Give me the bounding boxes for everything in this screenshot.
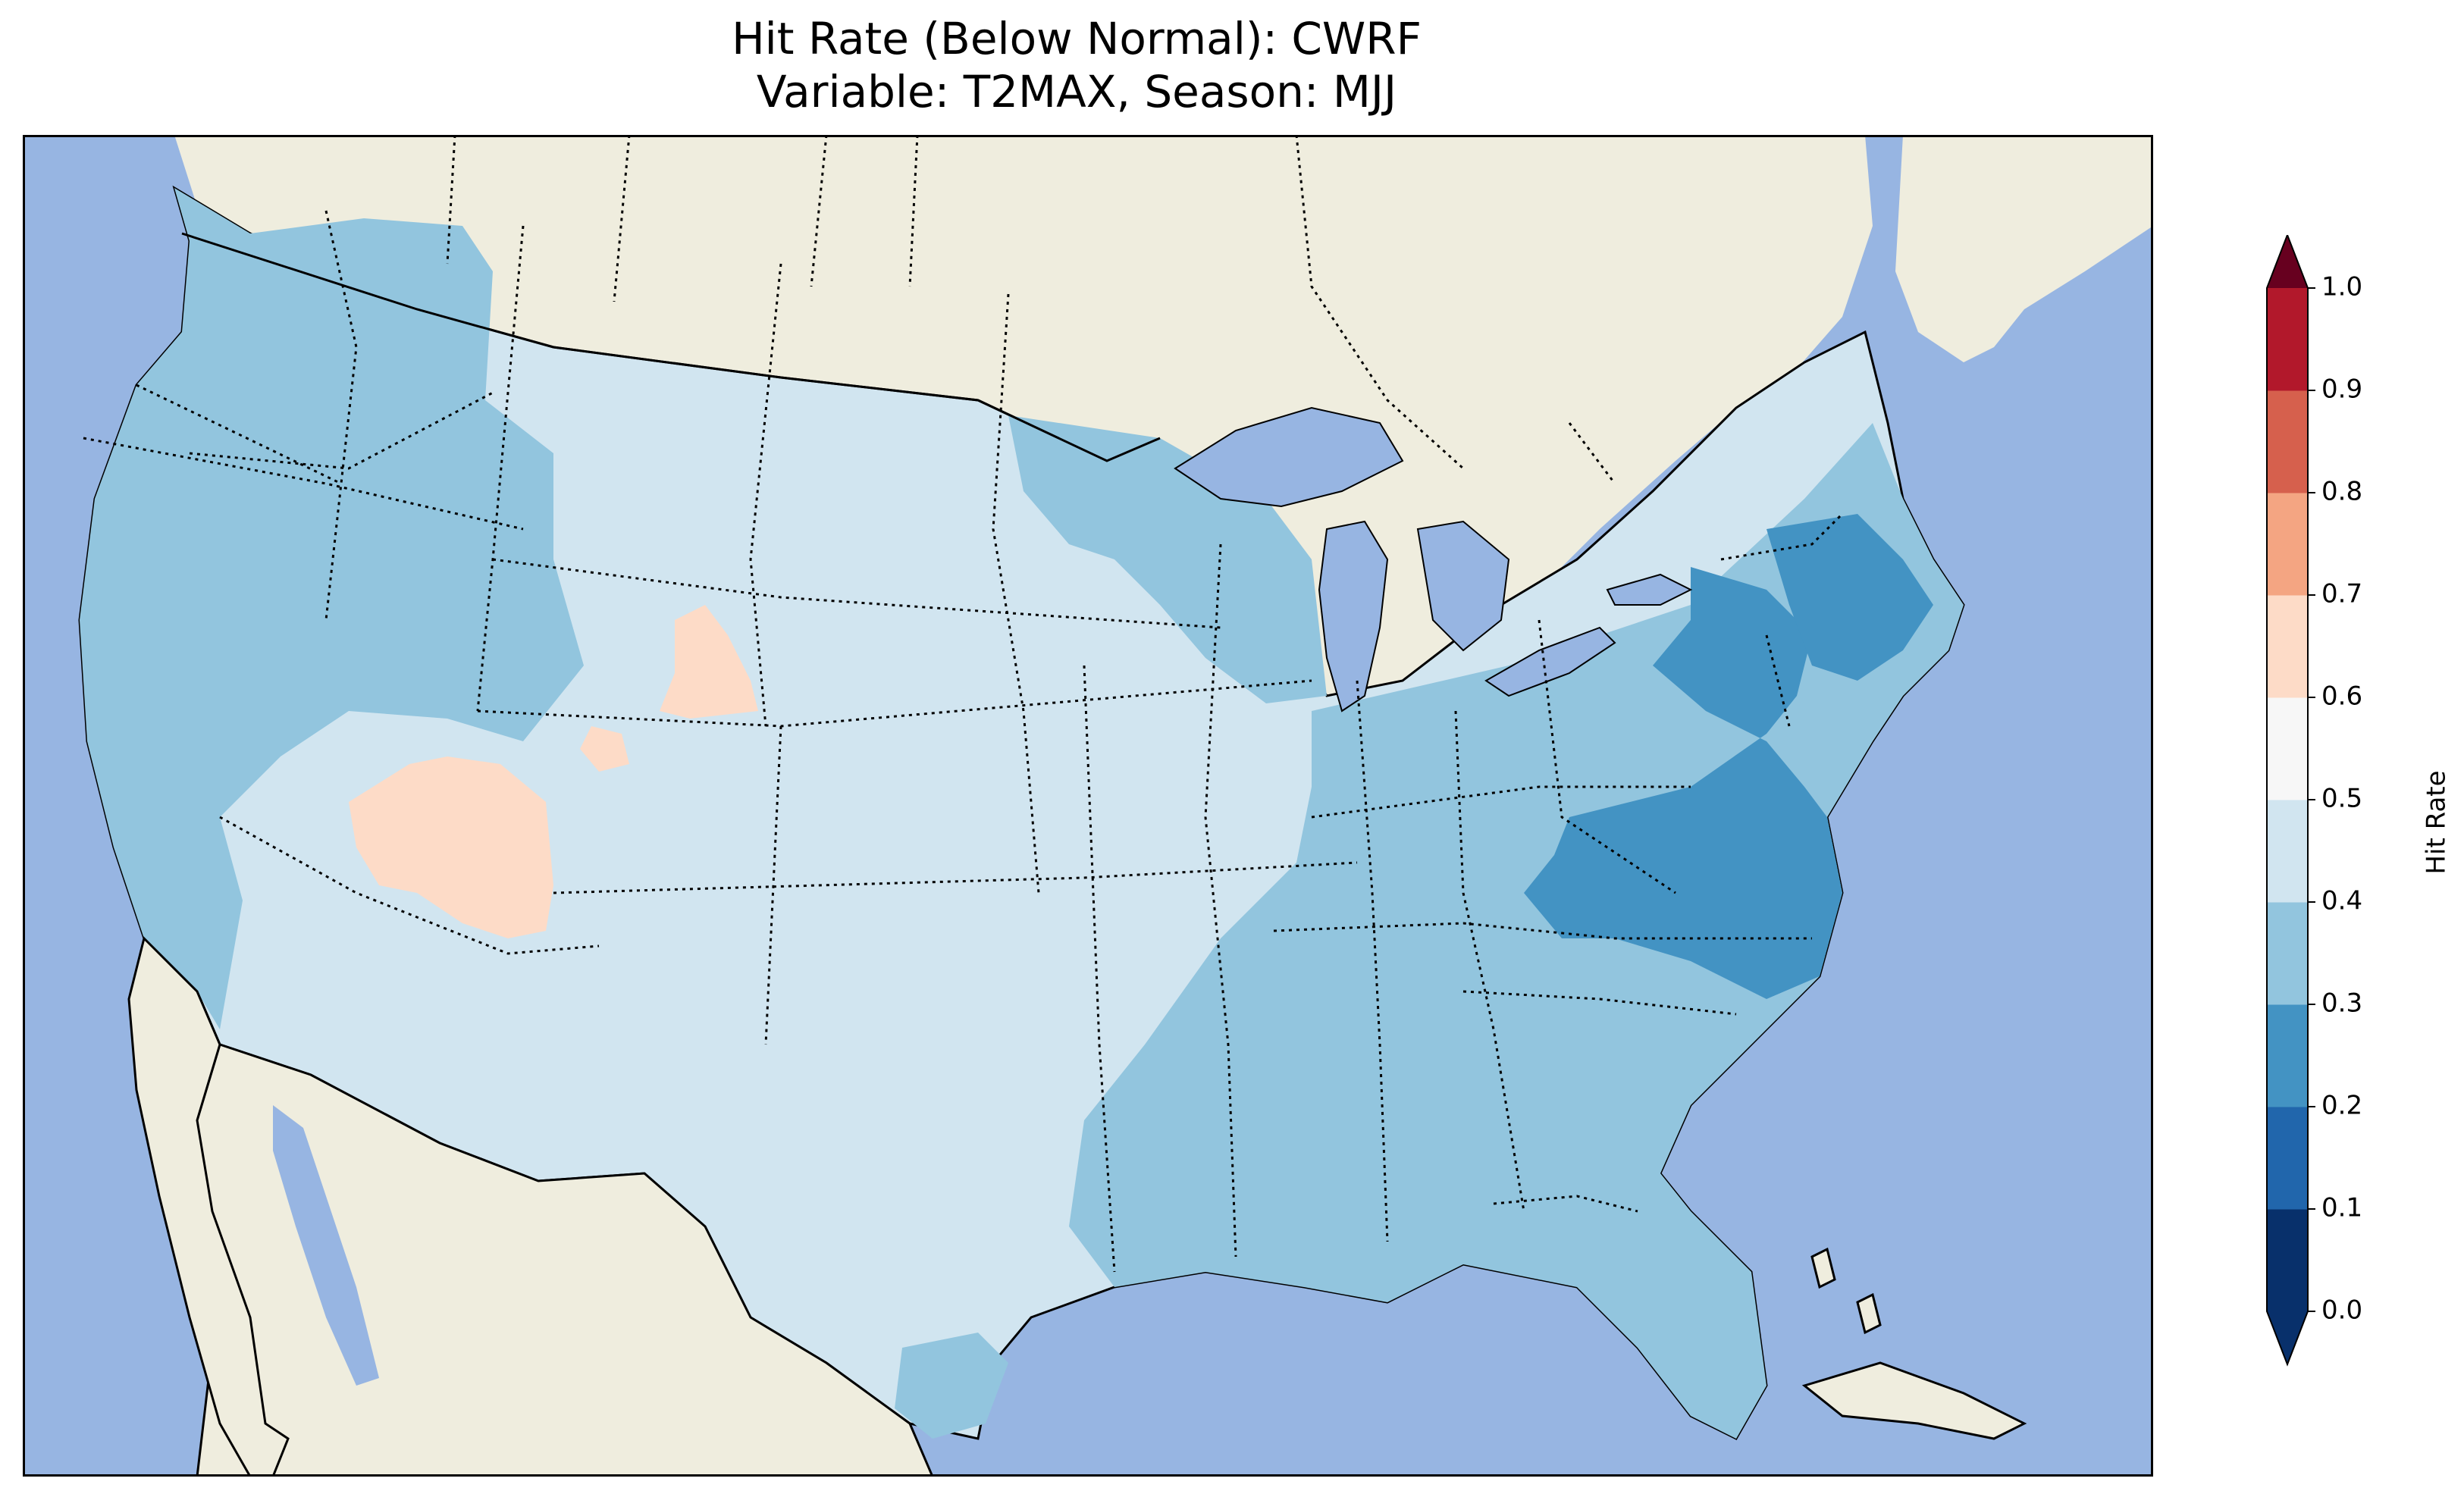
colorbar-segment (2267, 595, 2308, 698)
colorbar-segments (2266, 235, 2309, 1367)
hit-region-upper-midwest (1008, 415, 1327, 703)
colorbar-segment (2267, 697, 2308, 800)
lake-erie (1484, 626, 1616, 697)
map-subtitle: Variable: T2MAX, Season: MJJ (756, 66, 1397, 117)
map-title: Hit Rate (Below Normal): CWRF (732, 13, 1422, 64)
baja-land (127, 936, 290, 1477)
colorbar-segment (2267, 1107, 2308, 1210)
lake-ontario (1606, 573, 1693, 606)
colorbar-tick-label: 0.7 (2321, 579, 2362, 609)
colorbar-tick-label: 0.0 (2321, 1295, 2362, 1326)
lake-michigan (1318, 520, 1389, 713)
colorbar-tick-label: 0.5 (2321, 784, 2362, 814)
gulf-of-california (273, 1105, 379, 1386)
hit-region-pnw (80, 188, 584, 1029)
hit-region-utah-patch (580, 726, 629, 772)
colorbar-label: Hit Rate (2422, 770, 2452, 874)
bahamas (1810, 1247, 1882, 1335)
colorbar-ticks: 0.0 0.1 0.2 0.3 0.4 0.5 0.6 0.7 0.8 0.9 1.0 (2308, 272, 2362, 1326)
map-frame (23, 135, 2153, 1477)
colorbar-segment (2267, 390, 2308, 493)
hit-region-texas-coast (895, 1333, 1008, 1439)
canada-provinces (446, 135, 1616, 484)
colorbar-tick-label: 0.4 (2321, 886, 2362, 916)
colorbar-extend-under (2267, 1311, 2308, 1364)
hit-region-mid-atlantic (1524, 567, 1842, 999)
colorbar-tick-label: 0.9 (2321, 374, 2362, 405)
colorbar-segment (2267, 1004, 2308, 1107)
lake-superior (1174, 406, 1404, 508)
colorbar-tick-label: 0.1 (2321, 1193, 2362, 1223)
colorbar-segment (2267, 493, 2308, 596)
canada-us-border (181, 232, 1161, 462)
lake-huron (1416, 520, 1510, 652)
hit-region-colorado (660, 605, 758, 719)
colorbar: 0.0 0.1 0.2 0.3 0.4 0.5 0.6 0.7 0.8 0.9 1.0 Hit Ra… (2266, 235, 2452, 1367)
state-borders (83, 210, 1844, 1273)
colorbar-segment (2267, 800, 2308, 903)
colorbar-segment (2267, 288, 2308, 391)
colorbar-tick-label: 0.8 (2321, 477, 2362, 507)
colorbar-segment (2267, 902, 2308, 1005)
colorbar-extend-over (2267, 235, 2308, 288)
colorbar-segment (2267, 1209, 2308, 1312)
colorbar-tick-label: 0.3 (2321, 988, 2362, 1019)
colorbar-tick-label: 0.6 (2321, 681, 2362, 712)
map-plot (23, 135, 2153, 1477)
colorbar-tick-label: 0.2 (2321, 1091, 2362, 1121)
colorbar-tick-label: 1.0 (2321, 272, 2362, 302)
cuba-land (1801, 1361, 2027, 1440)
hit-region-arizona (349, 756, 553, 938)
hit-region-new-england (1766, 514, 1933, 681)
maritimes-land (1895, 135, 2153, 362)
